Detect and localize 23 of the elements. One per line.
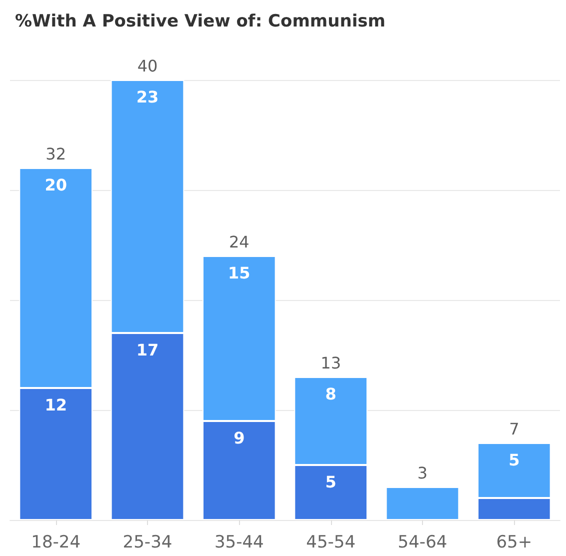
data-label: 5 — [325, 472, 336, 492]
x-tick-label: 54-64 — [398, 532, 448, 552]
total-label: 24 — [228, 232, 250, 252]
total-label: 40 — [137, 56, 158, 76]
data-label: 8 — [325, 384, 336, 404]
x-tick-label: 35-44 — [214, 532, 264, 552]
data-label: 20 — [44, 176, 67, 194]
total-label: 3 — [417, 464, 428, 482]
data-label: 15 — [228, 264, 250, 282]
data-label: 5 — [508, 450, 520, 470]
x-tick-label: 65+ — [496, 532, 532, 552]
total-label: 7 — [509, 420, 520, 438]
data-label: 12 — [44, 396, 67, 414]
total-label: 32 — [46, 144, 66, 164]
data-label: 17 — [136, 340, 159, 360]
x-tick-label: 45-54 — [306, 532, 356, 552]
x-tick-label: 18-24 — [31, 532, 81, 552]
data-label: 23 — [136, 88, 159, 106]
bar — [386, 487, 460, 520]
data-label: 9 — [234, 428, 245, 448]
chart-title: %With A Positive View of: Communism — [15, 12, 386, 32]
x-tick-label: 25-34 — [122, 532, 172, 552]
total-label: 13 — [320, 354, 342, 372]
